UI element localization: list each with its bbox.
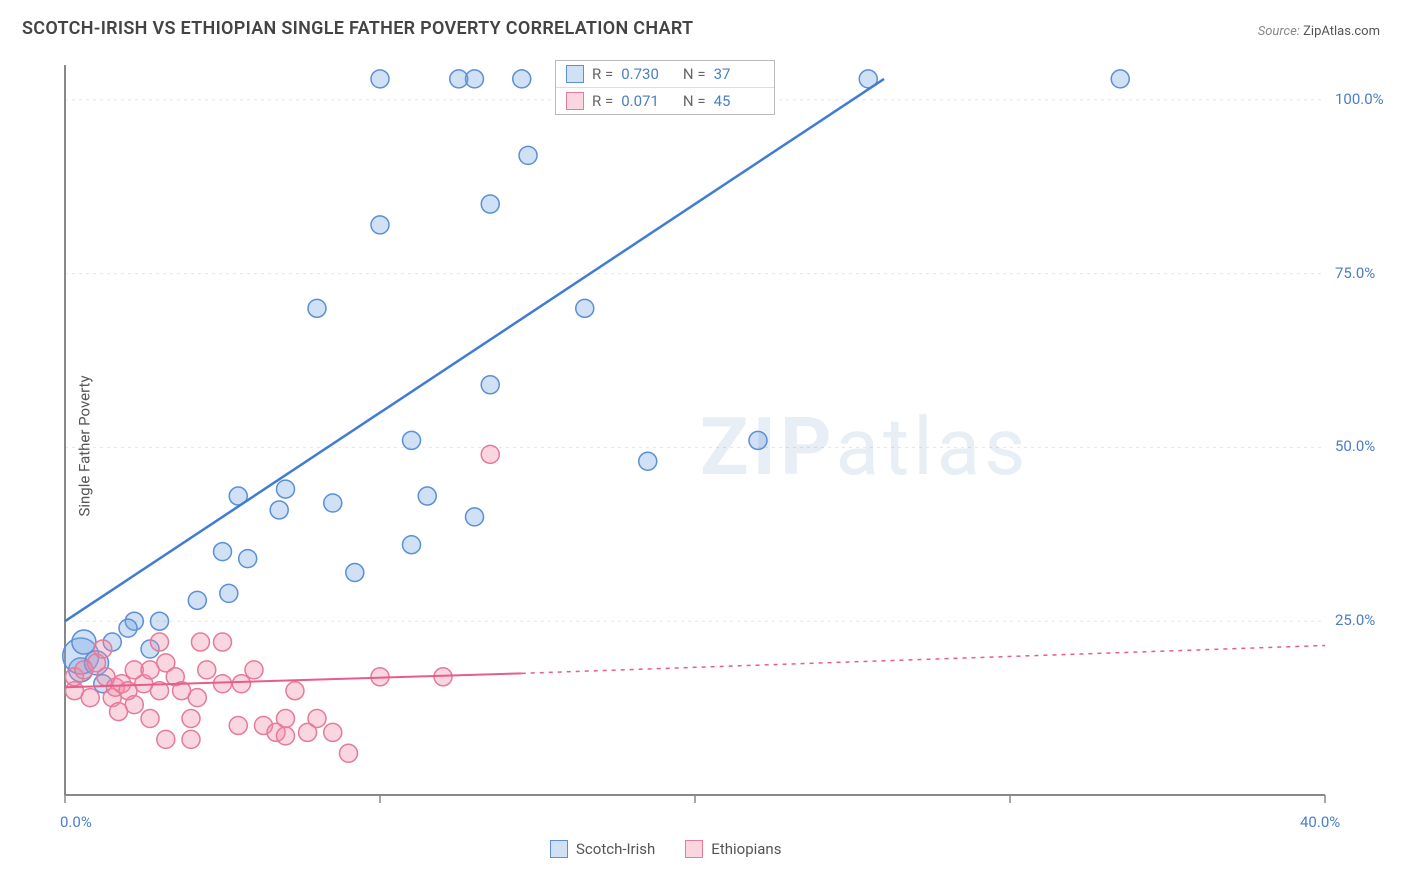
y-tick-label: 100.0% — [1335, 90, 1384, 108]
correlation-stats-box: R = 0.730 N = 37R = 0.071 N = 45 — [555, 60, 775, 115]
chart-title: SCOTCH-IRISH VS ETHIOPIAN SINGLE FATHER … — [22, 18, 693, 39]
scatter-plot — [55, 55, 1385, 835]
n-label: N = — [679, 92, 705, 110]
y-tick-label: 25.0% — [1335, 611, 1375, 629]
source-value: ZipAtlas.com — [1303, 24, 1380, 39]
r-label: R = — [592, 65, 613, 83]
n-value: 45 — [714, 92, 764, 110]
y-tick-label: 75.0% — [1335, 264, 1375, 282]
r-value: 0.730 — [621, 65, 671, 83]
n-label: N = — [679, 65, 705, 83]
r-value: 0.071 — [621, 92, 671, 110]
source-attribution: Source: ZipAtlas.com — [1258, 24, 1380, 39]
series-legend: Scotch-Irish Ethiopians — [550, 840, 781, 858]
legend-item: Scotch-Irish — [550, 840, 655, 858]
legend-label: Scotch-Irish — [576, 840, 655, 858]
x-tick-label: 40.0% — [1300, 813, 1340, 831]
x-tick-label: 0.0% — [60, 813, 92, 831]
series-swatch — [566, 92, 584, 110]
source-label: Source: — [1258, 24, 1300, 39]
r-label: R = — [592, 92, 613, 110]
y-tick-label: 50.0% — [1335, 437, 1375, 455]
stats-row: R = 0.071 N = 45 — [556, 87, 774, 114]
stats-row: R = 0.730 N = 37 — [556, 61, 774, 87]
legend-swatch — [685, 840, 703, 858]
legend-item: Ethiopians — [685, 840, 781, 858]
legend-label: Ethiopians — [711, 840, 781, 858]
n-value: 37 — [714, 65, 764, 83]
legend-swatch — [550, 840, 568, 858]
series-swatch — [566, 65, 584, 83]
